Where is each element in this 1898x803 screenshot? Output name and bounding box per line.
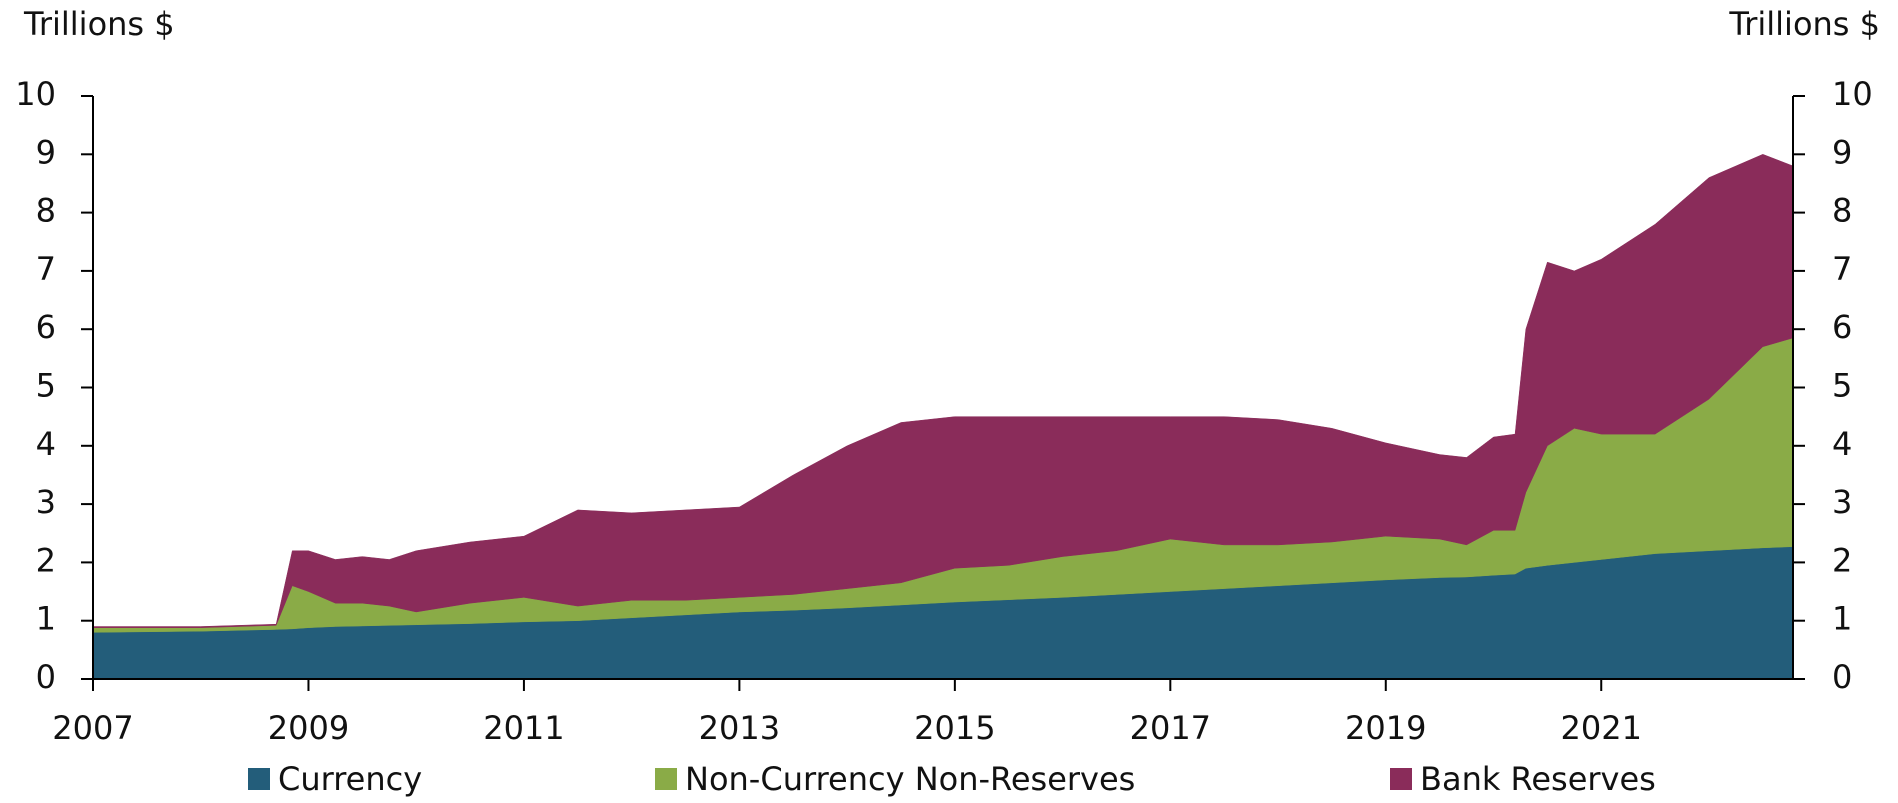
x-tick-label: 2021: [1561, 709, 1642, 747]
legend-label: Currency: [278, 760, 422, 798]
y2-tick-label: 3: [1832, 483, 1852, 521]
y2-tick-label: 7: [1832, 250, 1852, 288]
y2-tick-label: 0: [1832, 658, 1852, 696]
y2-tick-label: 10: [1832, 75, 1873, 113]
legend-label: Bank Reserves: [1420, 760, 1656, 798]
y-tick-label: 0: [36, 658, 56, 696]
y2-tick-label: 2: [1832, 541, 1852, 579]
legend-swatch: [248, 768, 270, 790]
y-tick-label: 7: [36, 250, 56, 288]
x-tick-label: 2011: [483, 709, 564, 747]
y-tick-label: 1: [36, 600, 56, 638]
legend-label: Non-Currency Non-Reserves: [685, 760, 1135, 798]
y2-axis-label: Trillions $: [1728, 5, 1880, 43]
y-tick-label: 8: [36, 192, 56, 230]
legend-swatch: [655, 768, 677, 790]
y-tick-label: 3: [36, 483, 56, 521]
x-tick-label: 2007: [52, 709, 133, 747]
y2-tick-label: 4: [1832, 425, 1852, 463]
legend-swatch: [1390, 768, 1412, 790]
y2-tick-label: 9: [1832, 133, 1852, 171]
y-tick-label: 10: [15, 75, 56, 113]
x-tick-label: 2013: [699, 709, 780, 747]
y-axis-label: Trillions $: [23, 5, 175, 43]
y2-tick-label: 8: [1832, 192, 1852, 230]
y-tick-label: 5: [36, 367, 56, 405]
x-tick-label: 2017: [1130, 709, 1211, 747]
y2-tick-label: 6: [1832, 308, 1852, 346]
x-tick-label: 2019: [1345, 709, 1426, 747]
y2-tick-label: 5: [1832, 367, 1852, 405]
y2-tick-label: 1: [1832, 600, 1852, 638]
y-tick-label: 2: [36, 541, 56, 579]
x-tick-label: 2015: [914, 709, 995, 747]
x-tick-label: 2009: [268, 709, 349, 747]
y-tick-label: 4: [36, 425, 56, 463]
y-tick-label: 6: [36, 308, 56, 346]
y-tick-label: 9: [36, 133, 56, 171]
